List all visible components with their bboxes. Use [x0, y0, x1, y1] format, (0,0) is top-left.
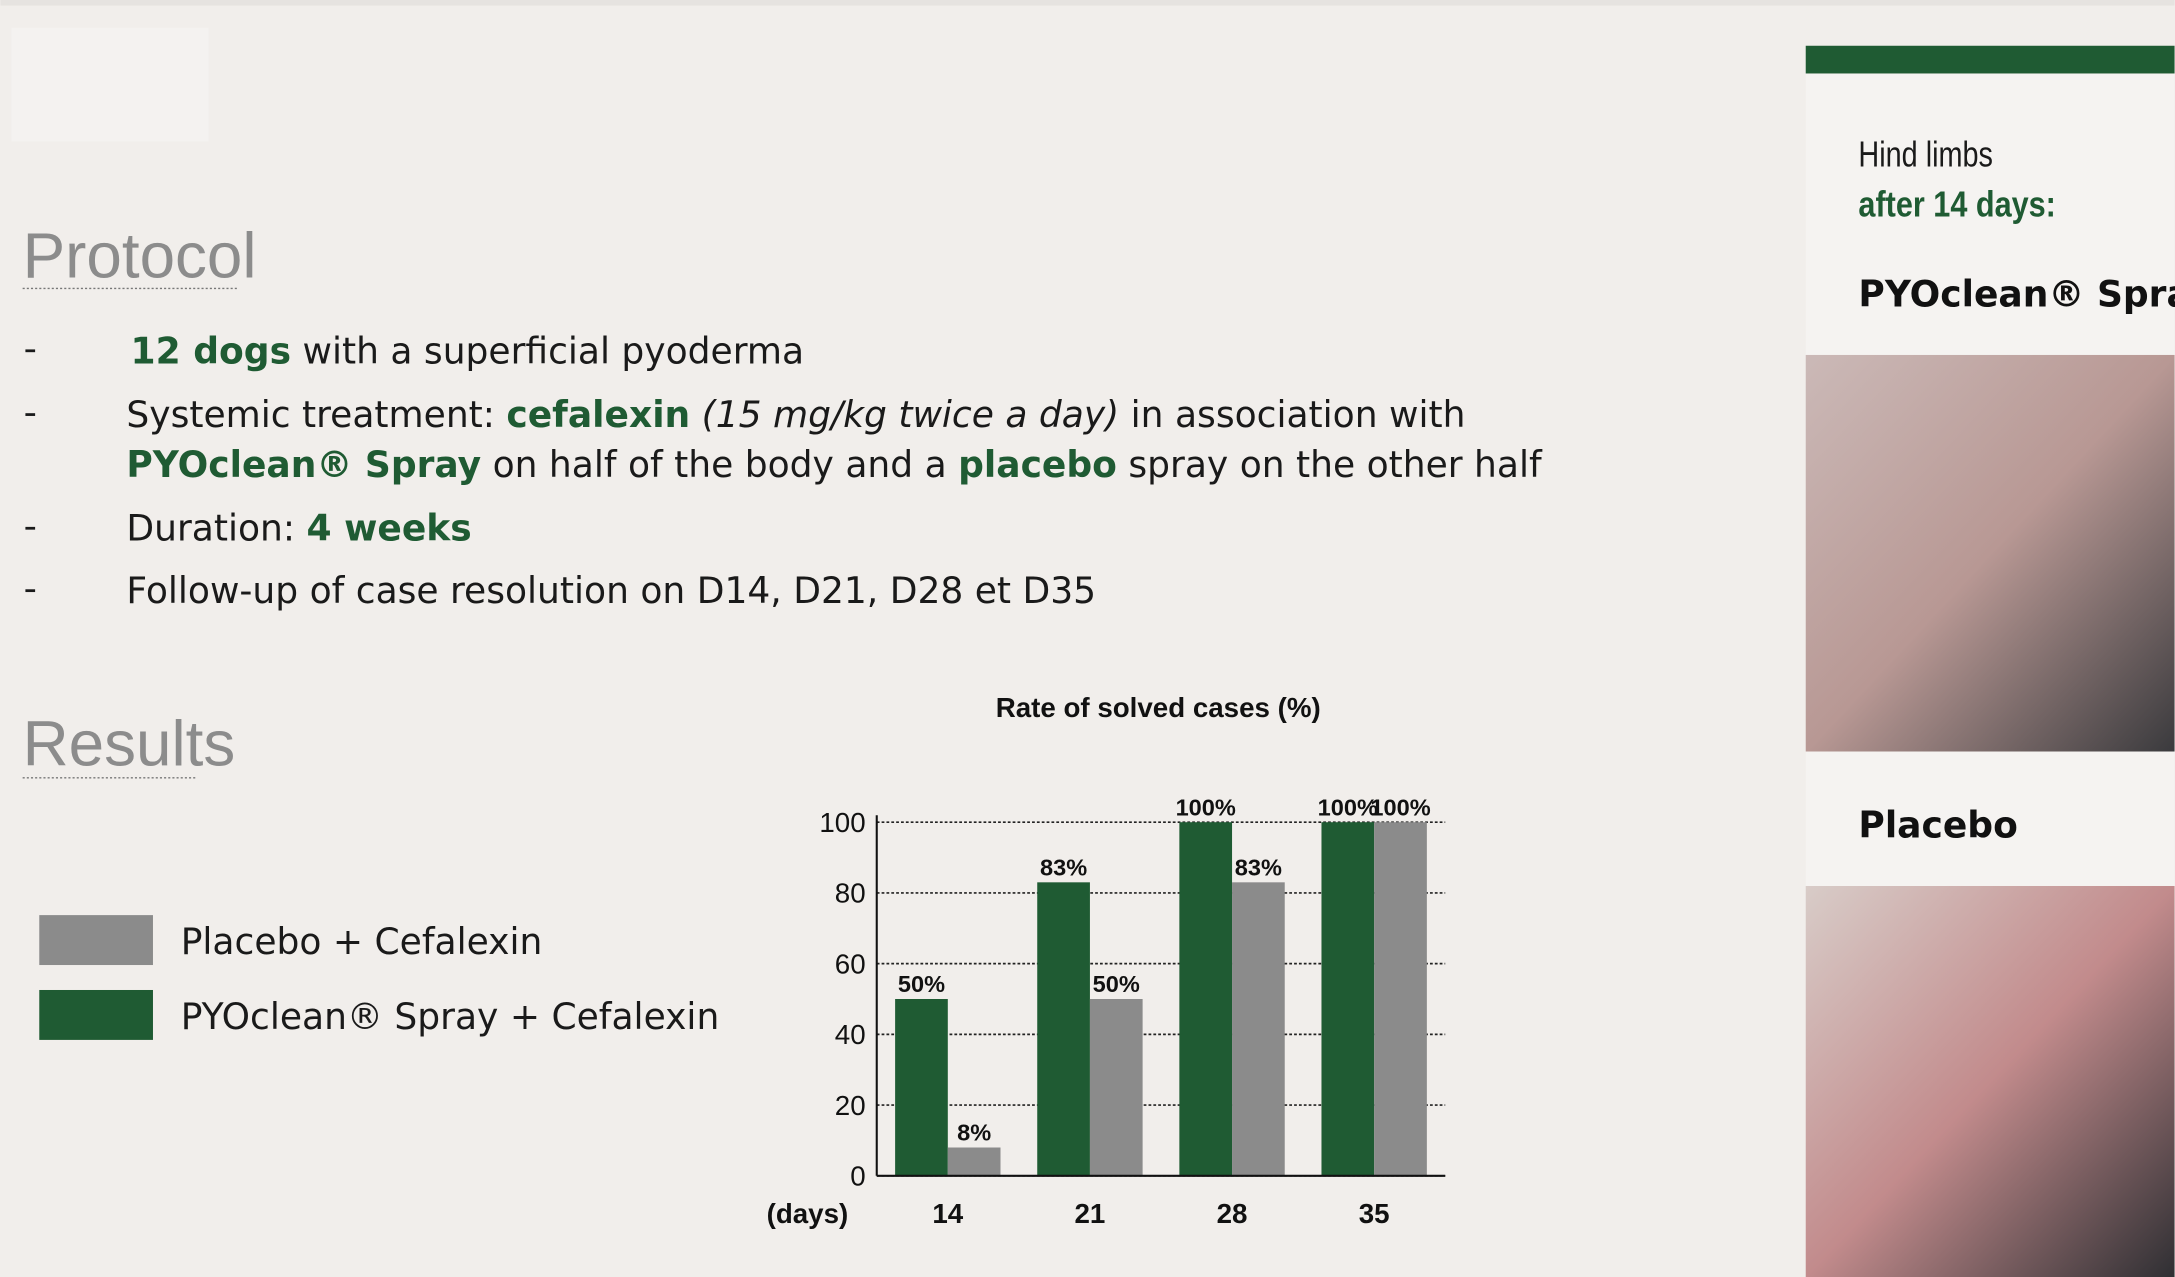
bar — [1321, 822, 1375, 1176]
bullet: 12 dogs with a superficial pyoderma — [50, 331, 861, 372]
bar — [947, 1147, 1001, 1176]
bar — [1037, 882, 1090, 1176]
blank-box — [11, 27, 209, 142]
legend-swatch — [39, 915, 153, 966]
italic-text: (15 mg/kg twice a day) — [690, 395, 1119, 436]
text: with a superficial pyoderma — [291, 331, 804, 372]
value-label: 100% — [1176, 794, 1236, 820]
value-label: 100% — [1318, 794, 1378, 820]
y-tick-label: 60 — [835, 948, 866, 979]
value-label: 83% — [1040, 854, 1087, 880]
legend-label: Placebo + Cefalexin — [181, 922, 543, 963]
protocol-heading: Protocol — [23, 219, 257, 291]
value-label: 100% — [1370, 794, 1430, 820]
y-tick-label: 100 — [819, 807, 865, 838]
panel-subcaption: after 14 days: — [1858, 185, 2055, 225]
bar — [1089, 998, 1143, 1176]
x-axis-label: (days) — [767, 1198, 849, 1229]
bullet: Duration: 4 weeks — [46, 509, 529, 550]
text: Follow-up of case resolution on D14, D21… — [126, 571, 1096, 612]
panel-caption: Hind limbs — [1858, 133, 1993, 174]
bullet-continued: PYOclean® Spray on half of the body and … — [46, 445, 1599, 486]
top-edge — [0, 0, 2175, 6]
bullet: Follow-up of case resolution on D14, D21… — [46, 571, 1153, 612]
text: Duration: — [126, 509, 306, 550]
bar — [895, 998, 948, 1176]
text: in association with — [1119, 395, 1465, 436]
photo-label: Placebo — [1858, 805, 2017, 846]
photo — [1805, 885, 2175, 1277]
text: spray on the other half — [1117, 445, 1543, 486]
bold-text: 12 dogs — [131, 331, 291, 372]
y-tick-label: 0 — [850, 1160, 865, 1191]
text: Systemic treatment: — [126, 395, 506, 436]
bar — [1179, 822, 1233, 1176]
bar — [1232, 882, 1285, 1176]
x-tick-label: 35 — [1359, 1198, 1390, 1229]
results-heading: Results — [23, 707, 236, 779]
x-tick-label: 28 — [1217, 1198, 1248, 1229]
y-tick-label: 80 — [835, 878, 866, 909]
photo-label: PYOclean® Spray — [1858, 274, 2175, 315]
y-tick-label: 20 — [835, 1090, 866, 1121]
panel-bar — [1805, 45, 2175, 74]
bold-text: PYOclean® Spray — [126, 445, 481, 486]
value-label: 83% — [1235, 854, 1282, 880]
bold-text: cefalexin — [506, 395, 690, 436]
bar — [1374, 822, 1427, 1176]
photo — [1805, 354, 2175, 752]
text: on half of the body and a — [481, 445, 958, 486]
bullet: Systemic treatment: cefalexin (15 mg/kg … — [46, 395, 1523, 436]
bold-text: placebo — [958, 445, 1117, 486]
y-tick-label: 40 — [835, 1019, 866, 1050]
bold-text: 4 weeks — [306, 509, 471, 550]
chart-title: Rate of solved cases (%) — [996, 692, 1321, 723]
protocol-list: 12 dogs with a superficial pyoderma Syst… — [25, 331, 1599, 612]
value-label: 50% — [1093, 971, 1140, 997]
legend-label: PYOclean® Spray + Cefalexin — [181, 997, 720, 1038]
x-tick-label: 14 — [932, 1198, 963, 1229]
x-tick-label: 21 — [1075, 1198, 1106, 1229]
legend-swatch — [39, 989, 153, 1040]
value-label: 8% — [957, 1120, 991, 1146]
value-label: 50% — [898, 971, 945, 997]
